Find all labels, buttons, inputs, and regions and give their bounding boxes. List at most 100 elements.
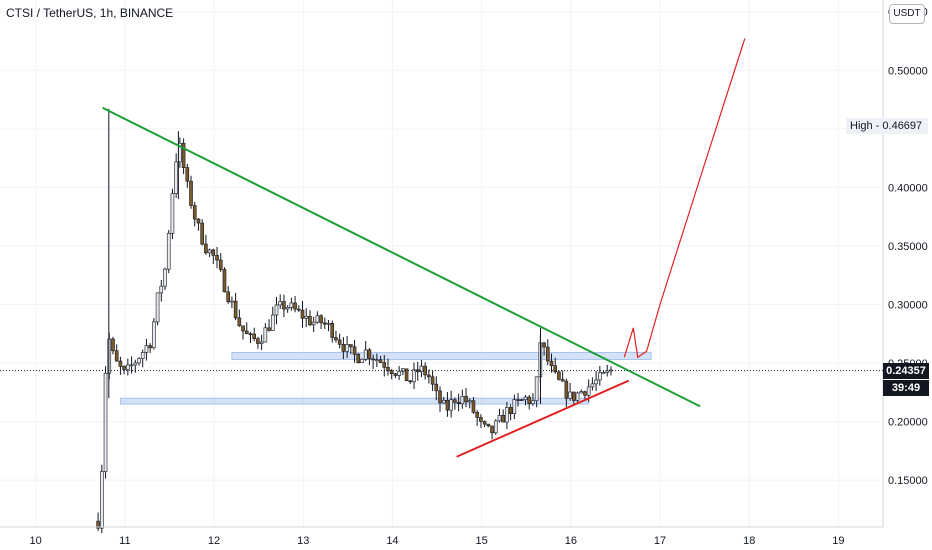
symbol-title: CTSI / TetherUS, 1h, BINANCE [6,6,174,20]
candle-body [196,218,201,224]
candle-body [315,315,320,323]
candle-body [215,255,219,261]
candle-body [572,391,576,401]
time-tick-label: 14 [386,535,398,547]
candle-body [244,330,249,335]
candle-body [274,304,279,316]
candle-body [341,344,346,352]
time-tick-label: 12 [208,535,220,547]
candle-body [282,301,286,310]
time-tick-label: 16 [565,535,577,547]
candle-body [378,359,383,363]
candle-body [230,300,234,303]
candle-body [111,338,115,352]
candle-body [527,396,532,404]
candle-body [356,354,361,364]
candle-body [189,180,193,206]
candle-body [382,362,387,368]
candle-body [456,401,461,405]
candle-body [430,376,435,385]
resistance-zone [231,352,652,361]
candle-body [557,371,561,380]
candle-body [419,365,424,373]
candle-body [126,364,130,370]
candle-body [118,360,123,367]
candle-body [497,415,502,422]
candle-body [605,370,610,373]
candle-body [542,342,546,348]
candle-body [233,300,238,319]
projection-path [623,38,746,359]
candle-body [166,233,171,270]
candle-body [96,520,100,529]
candle-body [412,369,416,383]
price-axis[interactable]: 0.150000.200000.250000.300000.350000.400… [888,7,928,487]
currency-button[interactable]: USDT [889,4,925,24]
candle-body [163,268,167,287]
candle-body [352,346,357,355]
candle-body [404,368,409,382]
candle-body [516,399,520,401]
candle-body [534,376,539,402]
candle-body [129,364,134,367]
candle-body [133,362,138,366]
candle-body [545,346,550,362]
candle-body [170,193,175,234]
candle-body [493,420,498,434]
candle-body [467,400,472,403]
candle-body [453,399,457,403]
candle-body [464,395,468,403]
candle-body [531,400,535,404]
candle-body [185,167,190,182]
candle-body [252,333,256,340]
candle-body [155,292,160,323]
candle-body [304,315,309,319]
candle-body [397,370,401,376]
candle-body [326,323,331,325]
candlestick-series [96,108,613,534]
candle-body [200,222,204,245]
candle-body [148,345,152,349]
candle-body [445,399,450,411]
candle-body [523,396,528,401]
candle-body [323,322,327,325]
candle-body [174,161,178,194]
last-price-badge: 0.24357 [883,362,929,379]
candle-body [256,338,260,344]
high-price-label: High - 0.46697 [846,118,928,134]
candle-body [583,391,587,396]
time-axis[interactable]: 10 11 12 13 14 15 16 17 18 19 [30,535,845,547]
time-tick-label: 15 [476,535,488,547]
candle-body [114,350,119,362]
candle-body [549,360,554,367]
time-tick-label: 17 [654,535,666,547]
candle-body [211,249,216,256]
candle-body [590,383,595,388]
candle-body [375,359,379,362]
candle-body [345,344,349,352]
candle-body [486,423,491,427]
candle-body [553,365,558,373]
price-tick-label: 0.40000 [888,182,928,194]
candle-body [460,395,465,405]
price-tick-label: 0.30000 [888,299,928,311]
candle-body [300,309,305,319]
trend-drawings [102,38,746,458]
candle-body [293,302,297,310]
candle-body [349,344,353,348]
candle-body [519,399,524,401]
candle-body [319,315,323,324]
candle-body [363,349,368,360]
time-tick-label: 18 [743,535,755,547]
candle-body [568,391,572,399]
candle-body [337,339,342,345]
candle-body [218,259,223,270]
chart-grid [0,0,883,527]
price-tick-label: 0.35000 [888,241,928,253]
candle-body [144,345,149,353]
candle-body [204,243,208,254]
candle-body [371,358,375,361]
candle-body [586,386,591,396]
time-tick-label: 13 [297,535,309,547]
